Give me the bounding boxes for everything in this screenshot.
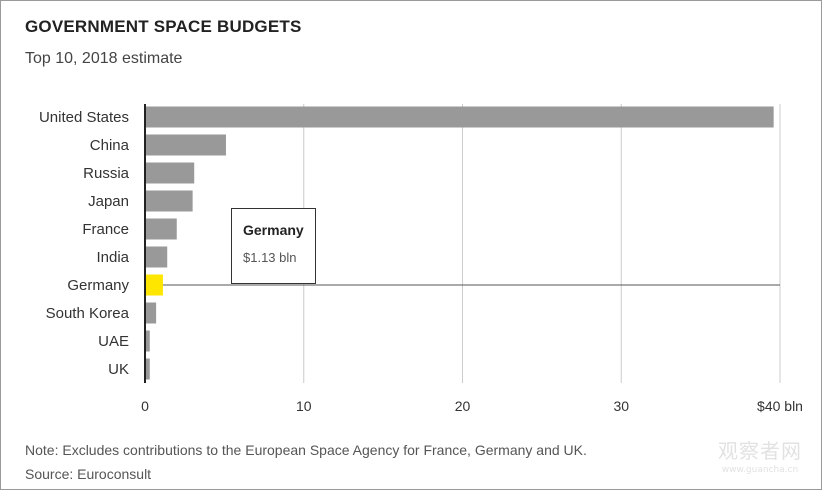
- chart-note: Note: Excludes contributions to the Euro…: [25, 442, 587, 458]
- category-label-india: India: [96, 249, 129, 266]
- category-label-germany: Germany: [67, 277, 129, 294]
- tooltip-name: Germany: [243, 222, 304, 238]
- x-tick-label-30: 30: [613, 398, 629, 414]
- category-label-china: China: [90, 137, 130, 154]
- x-tick-label-0: 0: [141, 398, 149, 414]
- bar-uk: [145, 358, 150, 380]
- bar-germany: [145, 274, 163, 296]
- chart-subtitle: Top 10, 2018 estimate: [25, 50, 183, 67]
- bar-united-states: [145, 106, 774, 128]
- x-tick-label-40: $40 bln: [757, 398, 803, 414]
- x-tick-label-10: 10: [296, 398, 312, 414]
- bar-china: [145, 134, 226, 156]
- bar-india: [145, 246, 168, 268]
- chart-title: GOVERNMENT SPACE BUDGETS: [25, 17, 302, 36]
- bar-japan: [145, 190, 193, 212]
- category-label-japan: Japan: [88, 193, 129, 210]
- category-label-united-states: United States: [39, 109, 129, 126]
- bar-uae: [145, 330, 150, 352]
- chart-tooltip: Germany $1.13 bln: [231, 208, 316, 284]
- category-label-france: France: [82, 221, 129, 238]
- tooltip-value: $1.13 bln: [243, 250, 297, 265]
- bar-south-korea: [145, 302, 157, 324]
- chart-source: Source: Euroconsult: [25, 466, 152, 482]
- category-label-uae: UAE: [98, 333, 129, 350]
- watermark-logo: 观察者网 www.guancha.cn: [718, 439, 802, 475]
- x-tick-label-20: 20: [455, 398, 471, 414]
- bar-russia: [145, 162, 195, 184]
- category-label-south-korea: South Korea: [46, 305, 130, 322]
- category-label-uk: UK: [108, 361, 129, 378]
- bar-france: [145, 218, 177, 240]
- category-label-russia: Russia: [83, 165, 130, 182]
